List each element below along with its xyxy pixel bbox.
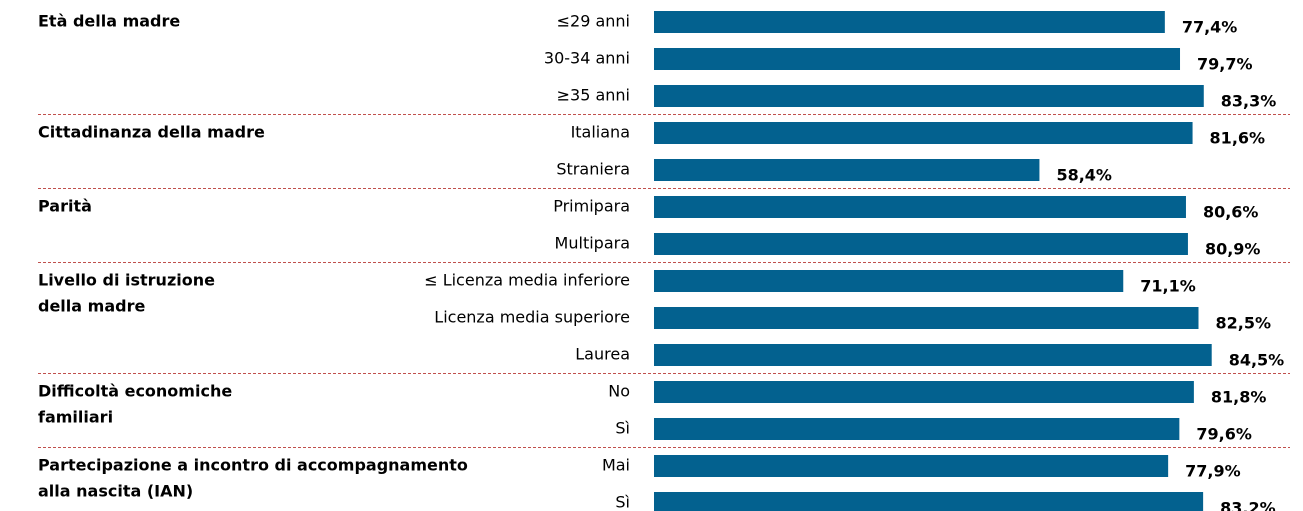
value-label: 80,9% bbox=[1205, 240, 1261, 259]
value-label: 77,9% bbox=[1185, 462, 1241, 481]
group-label: familiari bbox=[38, 408, 113, 427]
bar bbox=[654, 455, 1169, 477]
value-label: 84,5% bbox=[1229, 351, 1285, 370]
bar bbox=[654, 196, 1186, 218]
bar bbox=[654, 233, 1188, 255]
value-label: 80,6% bbox=[1203, 203, 1259, 222]
bar bbox=[654, 492, 1204, 511]
value-label: 81,6% bbox=[1210, 129, 1266, 148]
group-label: Partecipazione a incontro di accompagnam… bbox=[38, 456, 468, 475]
category-label: No bbox=[608, 382, 630, 401]
category-label: ≥35 anni bbox=[557, 86, 630, 105]
value-label: 81,8% bbox=[1211, 388, 1267, 407]
category-label: Multipara bbox=[555, 234, 630, 253]
category-label: ≤29 anni bbox=[557, 12, 630, 31]
value-label: 71,1% bbox=[1140, 277, 1196, 296]
category-label: Licenza media superiore bbox=[434, 308, 630, 327]
bar bbox=[654, 381, 1194, 403]
value-label: 79,7% bbox=[1197, 55, 1253, 74]
group-label: alla nascita (IAN) bbox=[38, 482, 193, 501]
bar bbox=[654, 418, 1180, 440]
value-label: 79,6% bbox=[1196, 425, 1252, 444]
category-label: ≤ Licenza media inferiore bbox=[424, 271, 630, 290]
category-label: Sì bbox=[615, 419, 630, 438]
group-label: Parità bbox=[38, 197, 92, 216]
category-label: Mai bbox=[602, 456, 630, 475]
bar bbox=[654, 122, 1193, 144]
value-label: 83,2% bbox=[1220, 499, 1276, 511]
category-label: 30-34 anni bbox=[544, 49, 630, 68]
category-label: Sì bbox=[615, 493, 630, 511]
category-label: Laurea bbox=[575, 345, 630, 364]
value-label: 82,5% bbox=[1216, 314, 1272, 333]
group-label: Difficoltà economiche bbox=[38, 382, 232, 401]
group-label: Cittadinanza della madre bbox=[38, 123, 265, 142]
category-label: Italiana bbox=[571, 123, 630, 142]
group-label: Età della madre bbox=[38, 12, 180, 31]
bar bbox=[654, 270, 1124, 292]
bar bbox=[654, 85, 1204, 107]
value-label: 58,4% bbox=[1056, 166, 1112, 185]
value-label: 77,4% bbox=[1182, 18, 1238, 37]
value-label: 83,3% bbox=[1221, 92, 1277, 111]
bar bbox=[654, 344, 1212, 366]
category-label: Primipara bbox=[553, 197, 630, 216]
category-label: Straniera bbox=[556, 160, 630, 179]
bar bbox=[654, 48, 1181, 70]
bar bbox=[654, 159, 1040, 181]
group-label: Livello di istruzione bbox=[38, 271, 215, 290]
bar bbox=[654, 307, 1199, 329]
bar bbox=[654, 11, 1165, 33]
group-label: della madre bbox=[38, 297, 145, 316]
